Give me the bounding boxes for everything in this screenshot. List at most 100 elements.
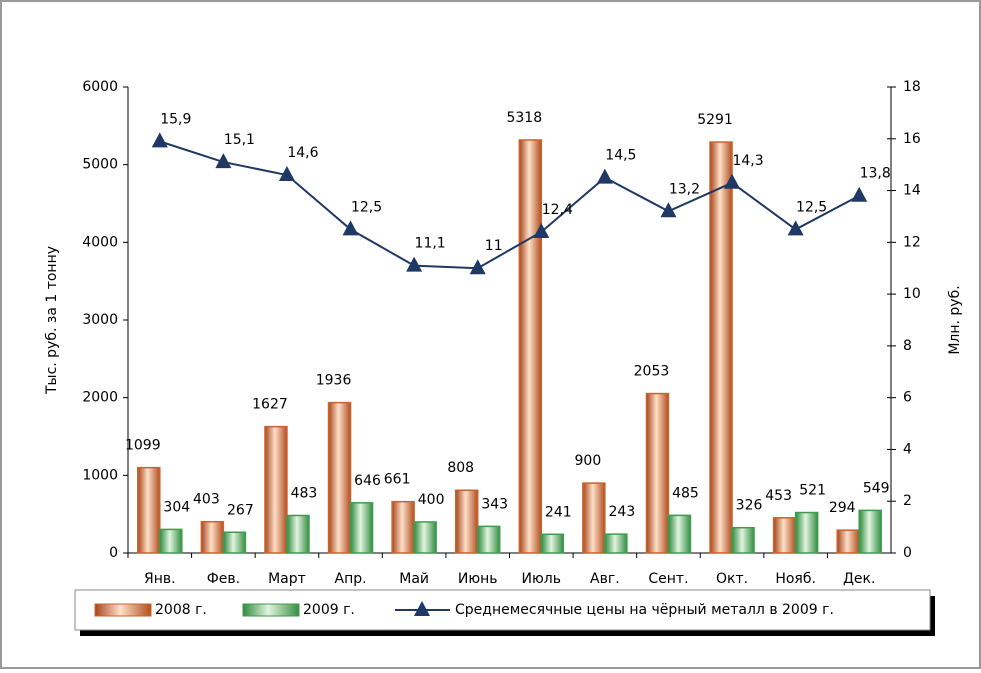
bar-label: 1936 [316,373,352,389]
line-marker [278,166,295,182]
line-marker [469,259,486,275]
y2-tick-label: 4 [903,441,912,457]
x-tick-label: Сент. [648,571,688,587]
line-label: 11,1 [415,236,446,252]
x-tick-label: Авг. [590,571,620,587]
line-label: 12,5 [351,199,382,215]
line-label: 12,5 [796,199,827,215]
bar [137,466,161,554]
x-tick-label: Июль [522,571,561,587]
line-label: 15,1 [224,132,255,148]
bar-label: 243 [609,504,636,520]
line-label: 13,2 [669,181,700,197]
y2-tick-label: 16 [903,131,921,147]
x-tick-label: Нояб. [775,571,816,587]
legend-label: Среднемесячные цены на чёрный металл в 2… [455,602,834,618]
bar-label: 5291 [697,112,733,128]
bar [667,514,692,554]
x-tick-label: Май [399,571,429,587]
bar [858,509,882,554]
line-marker [851,186,868,202]
line-marker [596,168,613,184]
bar [518,139,543,554]
y2-tick-label: 8 [903,338,912,354]
x-tick-label: Июнь [458,571,498,587]
bar [731,526,755,554]
y2-tick-label: 14 [903,183,921,199]
line-label: 11 [485,238,503,254]
line-marker [660,202,677,218]
y2-tick-label: 6 [903,390,912,406]
line-marker [724,173,741,189]
bar-label: 1627 [252,397,288,413]
legend-label: 2009 г. [303,602,355,618]
bar-label: 267 [227,502,254,518]
bar-label: 900 [575,453,602,469]
bar-label: 485 [672,485,699,501]
y-tick-label: 0 [109,545,118,561]
bar-label: 326 [736,498,763,514]
y2-tick-label: 0 [903,545,912,561]
line-marker [406,256,423,272]
bar [159,528,183,554]
bar [772,517,797,554]
x-tick-label: Апр. [335,571,367,587]
bar [327,401,352,554]
bar [454,489,479,554]
bar [391,500,415,554]
x-tick-label: Дек. [843,571,875,587]
bar [836,529,860,554]
bar-label: 241 [545,504,572,520]
line-label: 13,8 [860,166,891,182]
line-marker [787,220,804,236]
y2-tick-label: 18 [903,79,921,95]
bar-label: 646 [354,473,381,489]
line-label: 15,9 [160,111,191,127]
line [159,140,860,270]
x-tick-label: Окт. [716,571,748,587]
bar [582,482,606,554]
bar [413,521,437,554]
line-label: 14,5 [605,148,636,164]
line-label: 14,6 [287,145,318,161]
bar-label: 403 [193,492,220,508]
bar-label: 400 [418,492,445,508]
line-marker [533,222,550,238]
y-tick-label: 5000 [82,157,118,173]
bar-label: 521 [799,483,826,499]
y-axis-label: Тыс. руб. за 1 тонну [44,246,60,395]
bar-label: 661 [384,472,411,488]
y2-tick-label: 10 [903,286,921,302]
bar-label: 808 [447,460,474,476]
bar [709,141,733,554]
y2-tick-label: 2 [903,493,912,509]
bar [645,392,670,554]
legend-label: 2008 г. [155,602,207,618]
bar [476,525,501,554]
y-tick-label: 4000 [82,234,118,250]
legend-swatch [94,603,152,617]
line-label: 12,4 [542,202,573,218]
bar-label: 294 [829,500,856,516]
y-tick-label: 2000 [82,390,118,406]
bar-label: 1099 [125,438,161,454]
bar [200,520,225,554]
x-tick-label: Март [268,571,306,587]
x-tick-label: Фев. [207,571,240,587]
bar-label: 5318 [506,110,542,126]
legend [74,589,931,631]
line-label: 14,3 [732,153,763,169]
line-marker [342,220,359,236]
x-tick-label: Янв. [144,571,176,587]
bar [286,514,310,554]
bar [540,533,565,554]
bar [349,502,374,554]
legend-marker [414,601,430,616]
y2-axis-label: Млн. руб. [947,285,963,354]
line-marker [215,153,232,169]
bar-label: 453 [765,488,792,504]
bar-label: 304 [163,499,190,515]
y-tick-label: 1000 [82,467,118,483]
bar-label: 343 [481,496,508,512]
